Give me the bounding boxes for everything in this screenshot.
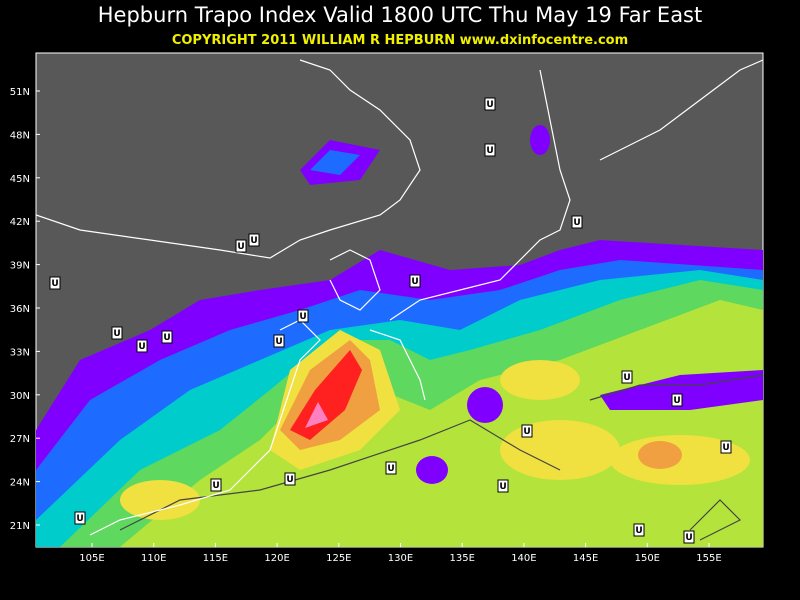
lon-label: 110E [141, 553, 166, 564]
marker: U [722, 443, 729, 453]
marker: U [411, 277, 418, 287]
marker-box [111, 326, 123, 340]
marker-box [297, 309, 309, 323]
lon-label: 125E [326, 553, 351, 564]
marker: U [685, 533, 692, 543]
marker: U [113, 329, 120, 339]
marker-box [683, 530, 695, 544]
lat-label: 42N [10, 217, 30, 228]
marker: U [486, 100, 493, 110]
lon-label: 150E [635, 553, 660, 564]
marker-box [484, 97, 496, 111]
marker-box [49, 276, 61, 290]
marker-box [284, 472, 296, 486]
lon-label: 115E [203, 553, 228, 564]
marker: U [623, 373, 630, 383]
lat-label: 51N [10, 87, 30, 98]
lon-label: 140E [511, 553, 536, 564]
subtitle: COPYRIGHT 2011 WILLIAM R HEPBURN www.dxi… [172, 33, 628, 48]
marker-box [210, 478, 222, 492]
lat-label: 24N [10, 478, 30, 489]
marker: U [51, 279, 58, 289]
lat-label: 33N [10, 347, 30, 358]
index-field [36, 59, 763, 547]
marker-box [136, 339, 148, 353]
marker: U [573, 218, 580, 228]
lat-label: 21N [10, 521, 30, 532]
marker-box [385, 461, 397, 475]
marker: U [76, 514, 83, 524]
marker-box [161, 330, 173, 344]
lat-label: 48N [10, 130, 30, 141]
title: Hepburn Trapo Index Valid 1800 UTC Thu M… [98, 3, 702, 27]
lat-label: 45N [10, 174, 30, 185]
marker-box [521, 424, 533, 438]
lon-label: 120E [264, 553, 289, 564]
marker-box [720, 440, 732, 454]
marker: U [138, 342, 145, 352]
marker-box [571, 215, 583, 229]
marker: U [635, 526, 642, 536]
marker: U [523, 427, 530, 437]
marker-box [497, 479, 509, 493]
marker-box [621, 370, 633, 384]
marker-box [633, 523, 645, 537]
lat-label: 27N [10, 434, 30, 445]
marker-box [484, 143, 496, 157]
lat-label: 30N [10, 391, 30, 402]
marker-box [273, 334, 285, 348]
marker: U [673, 396, 680, 406]
lat-label: 36N [10, 304, 30, 315]
marker-box [235, 239, 247, 253]
lon-label: 135E [449, 553, 474, 564]
marker: U [212, 481, 219, 491]
marker: U [499, 482, 506, 492]
marker-box [248, 233, 260, 247]
lon-label: 155E [696, 553, 721, 564]
marker: U [250, 236, 257, 246]
marker: U [299, 312, 306, 322]
lon-label: 105E [79, 553, 104, 564]
marker: U [286, 475, 293, 485]
marker: U [387, 464, 394, 474]
marker: U [275, 337, 282, 347]
lon-label: 145E [573, 553, 598, 564]
lat-label: 39N [10, 261, 30, 272]
marker-box [671, 393, 683, 407]
marker: U [486, 146, 493, 156]
lon-label: 130E [388, 553, 413, 564]
marker: U [163, 333, 170, 343]
marker-box [74, 511, 86, 525]
marker-box [409, 274, 421, 288]
marker: U [237, 242, 244, 252]
